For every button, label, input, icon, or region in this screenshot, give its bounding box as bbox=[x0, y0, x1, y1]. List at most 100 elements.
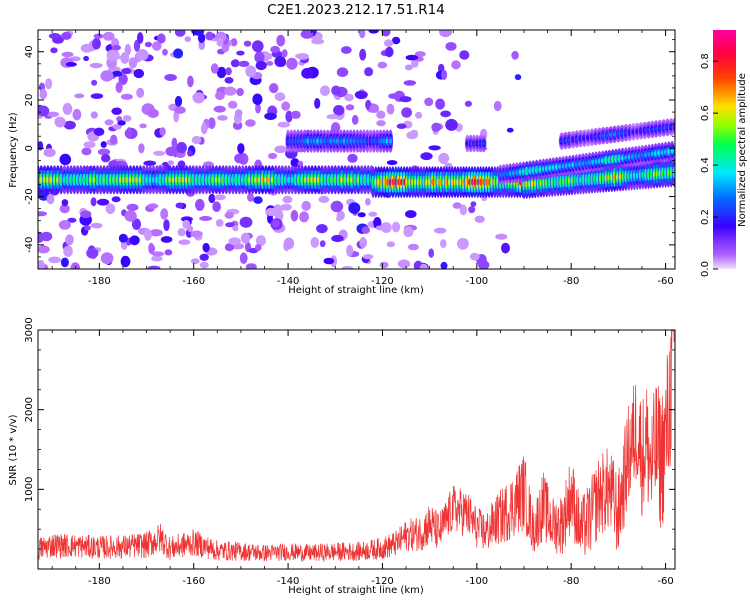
heatmap-cell bbox=[493, 100, 502, 112]
heatmap-cell bbox=[111, 107, 122, 115]
heatmap-cell bbox=[239, 216, 253, 228]
heatmap-cell bbox=[299, 211, 309, 223]
heatmap-cell bbox=[159, 127, 166, 136]
heatmap-cell bbox=[61, 199, 69, 207]
heatmap-cell bbox=[270, 45, 280, 54]
heatmap-cell bbox=[415, 111, 423, 119]
heatmap-cell bbox=[440, 110, 451, 118]
heatmap-cell bbox=[80, 210, 92, 219]
heatmap-cell bbox=[136, 49, 149, 61]
heatmap-cell bbox=[331, 234, 344, 243]
heatmap-cell bbox=[359, 48, 367, 61]
heatmap-cell bbox=[440, 239, 447, 249]
snr-panel: -180 -160 -140 -120 -100 -80 -60 100020003000 … bbox=[8, 317, 676, 596]
heatmap-cell bbox=[236, 88, 244, 96]
heatmap-cell bbox=[468, 206, 476, 214]
heatmap-cell bbox=[386, 160, 398, 166]
heatmap-cell bbox=[120, 255, 131, 268]
heatmap-cell bbox=[224, 243, 235, 252]
heatmap-cell bbox=[58, 220, 71, 230]
heatmap-cell bbox=[268, 152, 278, 160]
heatmap-cell bbox=[330, 200, 344, 213]
heatmap-cell bbox=[264, 112, 277, 121]
heatmap-cell bbox=[90, 93, 104, 99]
heatmap-cell bbox=[195, 198, 205, 211]
heatmap-cell bbox=[54, 116, 66, 128]
heatmap-cell bbox=[225, 222, 236, 228]
heatmap-cell bbox=[138, 143, 145, 154]
colorbar-tick-label: 0.2 bbox=[700, 209, 711, 225]
heatmap-cell bbox=[501, 242, 510, 254]
heatmap-cell bbox=[124, 210, 137, 222]
heatmap-cell bbox=[45, 78, 53, 90]
heatmap-cell bbox=[115, 81, 123, 93]
spectrogram-y-label: Frequency (Hz) bbox=[8, 112, 19, 188]
heatmap-cell bbox=[61, 51, 74, 58]
heatmap-cell bbox=[221, 44, 230, 53]
heatmap-cell bbox=[173, 48, 184, 59]
heatmap-cell bbox=[405, 210, 417, 219]
snr-line bbox=[38, 330, 675, 563]
heatmap-cell bbox=[38, 260, 45, 269]
heatmap-cell bbox=[80, 43, 94, 53]
heatmap-cell bbox=[407, 243, 419, 251]
heatmap-cell bbox=[354, 90, 368, 100]
heatmap-cell bbox=[514, 74, 522, 81]
heatmap-cell bbox=[131, 218, 142, 230]
heatmap-cell bbox=[126, 127, 133, 139]
heatmap-cell bbox=[174, 106, 186, 114]
heatmap-cell bbox=[444, 162, 453, 169]
heatmap-cell bbox=[376, 110, 386, 119]
y-tick-label: 3000 bbox=[24, 317, 35, 342]
heatmap-cell bbox=[240, 232, 251, 244]
heatmap-cell bbox=[445, 118, 458, 131]
heatmap-cell bbox=[281, 101, 291, 111]
heatmap-cell bbox=[357, 212, 366, 218]
heatmap-cell bbox=[137, 32, 144, 44]
heatmap-cell bbox=[232, 225, 239, 232]
heatmap-cell bbox=[163, 219, 170, 232]
heatmap-cell bbox=[151, 255, 163, 262]
heatmap-cell bbox=[205, 31, 214, 41]
heatmap-cell bbox=[91, 79, 98, 86]
heatmap-cell bbox=[438, 152, 450, 165]
heatmap-cell bbox=[459, 50, 470, 60]
x-tick-label: -160 bbox=[182, 276, 205, 287]
heatmap-cell bbox=[199, 253, 209, 261]
heatmap-cell bbox=[290, 110, 301, 119]
heatmap-cell bbox=[290, 158, 300, 168]
heatmap-cell bbox=[210, 63, 219, 74]
heatmap-cell bbox=[300, 30, 314, 39]
heatmap-cell bbox=[118, 233, 128, 243]
y-tick-label: 20 bbox=[24, 94, 35, 107]
heatmap-cell bbox=[274, 145, 287, 154]
heatmap-cell bbox=[469, 252, 480, 261]
heatmap-cell bbox=[506, 127, 514, 133]
y-tick-label: -40 bbox=[24, 237, 35, 253]
heatmap-cell bbox=[117, 120, 126, 126]
heatmap-cell bbox=[72, 108, 82, 121]
heatmap-cell bbox=[38, 231, 45, 243]
heatmap-cell bbox=[174, 30, 186, 37]
heatmap-cell bbox=[369, 103, 380, 113]
heatmap-cell bbox=[106, 49, 120, 62]
heatmap-cell bbox=[90, 197, 97, 207]
heatmap-cell bbox=[368, 211, 378, 217]
heatmap-cell bbox=[351, 114, 359, 125]
heatmap-cell bbox=[243, 40, 252, 47]
heatmap-cell bbox=[376, 120, 386, 127]
heatmap-cell bbox=[223, 86, 237, 96]
heatmap-cell bbox=[60, 257, 69, 268]
heatmap-cell bbox=[215, 219, 224, 227]
heatmap-cell bbox=[301, 67, 314, 79]
heatmap-cell bbox=[391, 36, 401, 45]
snr-y-label: SNR (10 * v/v) bbox=[8, 414, 19, 485]
heatmap-cell bbox=[225, 67, 232, 76]
heatmap-cell bbox=[90, 222, 103, 229]
heatmap-cell bbox=[147, 265, 161, 269]
heatmap-cell bbox=[403, 226, 414, 238]
heatmap-cell bbox=[245, 65, 257, 78]
heatmap-cell bbox=[252, 93, 263, 106]
heatmap-cell bbox=[348, 202, 361, 215]
x-tick-label: -140 bbox=[277, 276, 300, 287]
